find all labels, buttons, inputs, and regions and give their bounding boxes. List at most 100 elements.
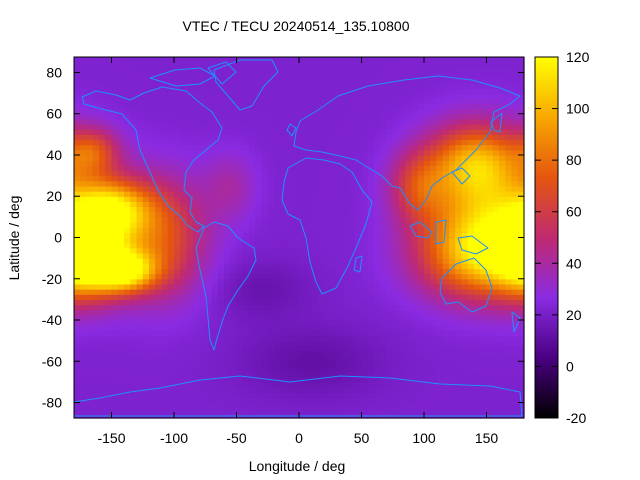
heatmap-cell [424, 175, 431, 182]
heatmap-cell [124, 206, 131, 213]
heatmap-cell [205, 62, 213, 68]
heatmap-cell [261, 237, 269, 244]
heatmap-cell [274, 108, 281, 115]
heatmap-cell [236, 67, 244, 74]
heatmap-cell [211, 180, 219, 187]
heatmap-cell [511, 258, 519, 264]
heatmap-cell [192, 180, 200, 187]
heatmap-cell [499, 273, 506, 280]
heatmap-cell [449, 201, 456, 208]
heatmap-cell [417, 397, 425, 404]
heatmap-cell [174, 350, 181, 357]
heatmap-cell [211, 247, 219, 254]
heatmap-cell [455, 129, 463, 135]
heatmap-cell [430, 108, 438, 115]
heatmap-cell [455, 206, 463, 213]
heatmap-cell [211, 299, 219, 306]
heatmap-cell [211, 376, 219, 383]
heatmap-cell [367, 129, 375, 135]
heatmap-cell [286, 134, 294, 141]
heatmap-cell [324, 407, 331, 414]
heatmap-cell [342, 185, 350, 192]
heatmap-cell [311, 345, 319, 352]
heatmap-cell [242, 283, 250, 290]
heatmap-cell [180, 397, 188, 404]
heatmap-cell [205, 402, 213, 409]
heatmap-cell [330, 232, 338, 239]
heatmap-cell [405, 87, 413, 94]
heatmap-cell [217, 392, 225, 398]
heatmap-cell [292, 294, 300, 300]
heatmap-cell [111, 242, 119, 249]
heatmap-cell [311, 129, 319, 135]
heatmap-cell [386, 371, 394, 378]
heatmap-cell [155, 82, 163, 89]
heatmap-cell [149, 237, 156, 244]
heatmap-cell [99, 304, 106, 311]
heatmap-cell [236, 129, 244, 135]
heatmap-cell [511, 67, 519, 74]
heatmap-cell [430, 67, 438, 74]
heatmap-cell [86, 294, 94, 300]
heatmap-cell [261, 397, 269, 404]
heatmap-cell [117, 139, 125, 146]
heatmap-cell [205, 242, 213, 249]
heatmap-cell [149, 278, 156, 285]
heatmap-cell [299, 57, 306, 63]
heatmap-cell [399, 129, 406, 135]
heatmap-cell [255, 392, 263, 398]
heatmap-cell [511, 299, 519, 306]
heatmap-cell [411, 345, 419, 352]
heatmap-cell [255, 129, 263, 135]
heatmap-cell [236, 242, 244, 249]
heatmap-cell [174, 211, 181, 218]
heatmap-cell [499, 258, 506, 264]
heatmap-cell [255, 273, 263, 280]
heatmap-cell [480, 252, 488, 259]
heatmap-cell [117, 211, 125, 218]
heatmap-cell [399, 222, 406, 228]
heatmap-cell [517, 320, 525, 326]
heatmap-cell [511, 407, 519, 414]
heatmap-cell [280, 258, 288, 264]
heatmap-cell [286, 201, 294, 208]
heatmap-cell [292, 325, 300, 331]
heatmap-cell [492, 340, 500, 347]
heatmap-cell [267, 175, 275, 182]
heatmap-cell [255, 320, 263, 326]
heatmap-cell [311, 361, 319, 368]
heatmap-cell [80, 361, 88, 368]
heatmap-cell [449, 278, 456, 285]
heatmap-cell [224, 330, 231, 337]
heatmap-cell [505, 82, 513, 89]
heatmap-cell [92, 201, 100, 208]
heatmap-cell [342, 309, 350, 316]
heatmap-cell [217, 139, 225, 146]
heatmap-cell [436, 371, 444, 378]
heatmap-cell [249, 113, 256, 120]
heatmap-cell [217, 356, 225, 362]
heatmap-cell [180, 387, 188, 393]
heatmap-cell [149, 340, 156, 347]
heatmap-cell [136, 118, 144, 125]
heatmap-cell [505, 289, 513, 295]
heatmap-cell [242, 247, 250, 254]
heatmap-cell [211, 149, 219, 156]
heatmap-cell [499, 304, 506, 311]
heatmap-cell [399, 237, 406, 244]
heatmap-cell [242, 139, 250, 146]
heatmap-cell [380, 103, 388, 110]
heatmap-cell [99, 67, 106, 74]
heatmap-cell [267, 227, 275, 233]
heatmap-cell [311, 134, 319, 141]
heatmap-cell [74, 366, 81, 373]
heatmap-cell [174, 340, 181, 347]
heatmap-cell [449, 242, 456, 249]
heatmap-cell [205, 118, 213, 125]
heatmap-cell [399, 108, 406, 115]
heatmap-cell [267, 350, 275, 357]
heatmap-cell [342, 82, 350, 89]
heatmap-cell [242, 98, 250, 105]
heatmap-cell [324, 87, 331, 94]
heatmap-cell [124, 263, 131, 270]
